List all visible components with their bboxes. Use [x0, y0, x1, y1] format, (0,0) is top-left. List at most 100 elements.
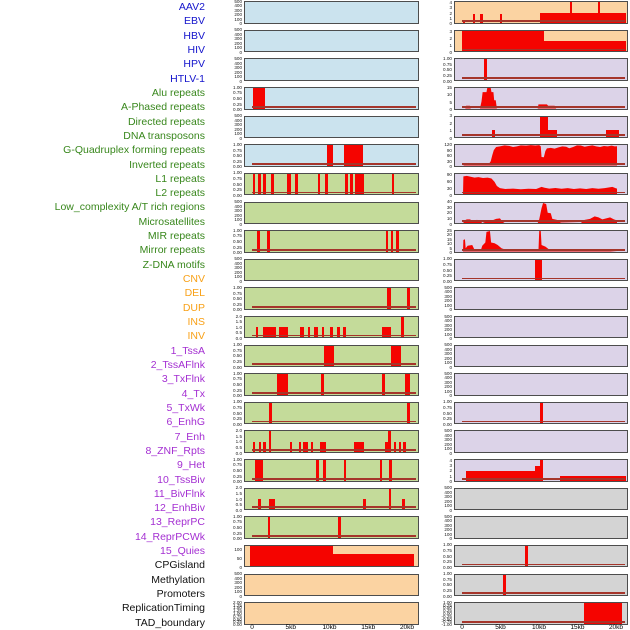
- y-tick: 0: [449, 49, 452, 55]
- y-tick: 3: [449, 28, 452, 34]
- y-tick: 1: [449, 42, 452, 48]
- track-label-INS: INS: [187, 316, 205, 328]
- track-panel-1_TssA: [454, 58, 628, 81]
- y-tick: 400: [234, 260, 242, 266]
- y-tick: 0.50: [443, 67, 452, 73]
- y-tick: 0.00: [233, 536, 242, 542]
- baseline-strip: [252, 535, 416, 537]
- x-tick-right-15kb: 15kb: [570, 623, 585, 630]
- data-bar: [407, 288, 411, 309]
- y-tick: 0.50: [443, 267, 452, 273]
- track-label-Low_complexity A/T rich regions: Low_complexity A/T rich regions: [54, 201, 205, 214]
- y-tick: 1.75: [233, 602, 242, 608]
- y-tick: 100: [444, 503, 452, 509]
- data-bar: [387, 288, 391, 309]
- y-tick: 0.00: [443, 278, 452, 284]
- y-tick: 5: [449, 99, 452, 105]
- y-tick: 4: [449, 0, 452, 6]
- track-panel-4_Tx: [454, 144, 628, 167]
- data-bar: [350, 173, 353, 195]
- y-tick: 1.00: [233, 456, 242, 462]
- data-bar: [405, 374, 410, 395]
- track-panel-13_ReprPC: [454, 401, 628, 425]
- data-bar: [253, 173, 256, 195]
- y-tick: 1.00: [233, 284, 242, 290]
- y-tick: 300: [444, 522, 452, 528]
- y-tick: 0: [449, 107, 452, 113]
- data-bar: [401, 316, 404, 338]
- y-tick: 400: [234, 117, 242, 123]
- y-tick: 1.0: [235, 439, 242, 445]
- y-tick: 10: [446, 215, 452, 221]
- y-tick: 0.00: [443, 593, 452, 599]
- data-bar: [403, 441, 406, 452]
- y-tick: 1.5: [235, 319, 242, 325]
- track-label-10_TssBiv: 10_TssBiv: [157, 473, 205, 486]
- y-tick: 0.50: [233, 95, 242, 101]
- x-tick-right-5kb: 5kb: [495, 623, 506, 630]
- y-tick: 1.00: [443, 571, 452, 577]
- data-bar: [534, 465, 540, 481]
- y-tick: 500: [444, 370, 452, 376]
- y-tick: 0.75: [443, 405, 452, 411]
- y-tick: 1.00: [233, 370, 242, 376]
- data-bar: [325, 173, 328, 195]
- y-tick: 1.00: [233, 342, 242, 348]
- track-panel-CNV: [244, 544, 419, 568]
- y-tick: 4: [449, 457, 452, 463]
- y-tick: 100: [234, 16, 242, 22]
- y-tick: 0: [449, 507, 452, 513]
- track-label-2_TssAFlnk: 2_TssAFlnk: [150, 358, 205, 371]
- y-tick: 0: [449, 250, 452, 256]
- y-tick: 400: [444, 289, 452, 295]
- track-panel-15_Quies: [454, 459, 628, 482]
- data-bar: [323, 460, 327, 481]
- track-label-15_Quies: 15_Quies: [160, 545, 205, 558]
- y-tick: 1.50: [233, 605, 242, 611]
- y-tick: 0.50: [443, 605, 452, 611]
- y-tick: 400: [234, 31, 242, 37]
- data-bar: [330, 327, 333, 338]
- track-panel-HBV: [244, 58, 419, 81]
- y-tick: 400: [444, 518, 452, 524]
- y-tick: 200: [234, 269, 242, 275]
- data-bar: [314, 327, 319, 338]
- y-tick: 0.75: [233, 613, 242, 619]
- y-tick: 400: [444, 346, 452, 352]
- data-bar: [343, 327, 346, 338]
- y-tick: 300: [234, 208, 242, 214]
- data-bar: [390, 231, 394, 252]
- y-tick: 100: [234, 45, 242, 51]
- track-label-1_TssA: 1_TssA: [170, 344, 205, 357]
- track-label-9_Het: 9_Het: [176, 459, 205, 472]
- y-tick: 100: [234, 131, 242, 137]
- y-tick: 1.00: [233, 610, 242, 616]
- y-tick: 1.0: [235, 324, 242, 330]
- y-tick: 25: [446, 227, 452, 233]
- track-panel-DEL: [244, 573, 419, 596]
- y-tick: 0.00: [233, 421, 242, 427]
- data-bar: [321, 327, 325, 338]
- y-tick: 0.00: [443, 78, 452, 84]
- data-bar: [540, 116, 548, 138]
- y-tick: 0.50: [233, 616, 242, 622]
- track-label-Inverted repeats: Inverted repeats: [129, 158, 205, 171]
- track-label-Z-DNA motifs: Z-DNA motifs: [142, 258, 205, 271]
- data-bar: [300, 327, 304, 338]
- y-tick: 500: [444, 313, 452, 319]
- y-tick: 0: [449, 536, 452, 542]
- data-bar: [388, 431, 391, 452]
- y-tick: 0.75: [233, 233, 242, 239]
- baseline-strip: [252, 449, 416, 451]
- data-area: [463, 175, 617, 195]
- data-bar: [363, 498, 366, 510]
- track-panel-HIV: [244, 87, 419, 110]
- y-tick: 200: [234, 40, 242, 46]
- y-tick: 3: [449, 463, 452, 469]
- track-label-G-Quadruplex forming repeats: G-Quadruplex forming repeats: [63, 144, 205, 157]
- x-tick-left-15kb: 15kb: [361, 623, 376, 630]
- data-bar: [343, 460, 347, 481]
- data-bar: [499, 14, 503, 23]
- baseline-strip: [252, 506, 416, 509]
- data-bar: [307, 327, 311, 338]
